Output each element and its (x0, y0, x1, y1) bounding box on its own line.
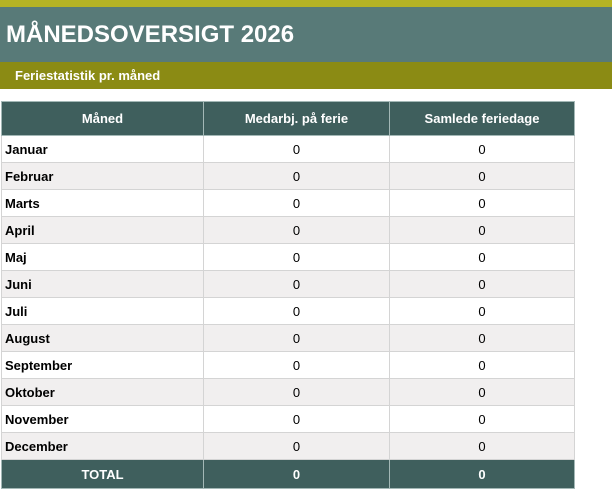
days-cell[interactable]: 0 (389, 216, 575, 244)
employees-cell[interactable]: 0 (203, 216, 390, 244)
table-row: December 0 0 (1, 432, 575, 460)
days-cell[interactable]: 0 (389, 405, 575, 433)
employees-cell[interactable]: 0 (203, 162, 390, 190)
column-header-days[interactable]: Samlede feriedage (389, 101, 575, 136)
days-cell[interactable]: 0 (389, 243, 575, 271)
employees-cell[interactable]: 0 (203, 270, 390, 298)
total-employees-cell[interactable]: 0 (203, 459, 390, 489)
top-accent-strip (0, 0, 612, 7)
total-row: TOTAL 0 0 (1, 459, 575, 489)
month-cell[interactable]: Januar (1, 135, 204, 163)
employees-cell[interactable]: 0 (203, 378, 390, 406)
month-cell[interactable]: Juli (1, 297, 204, 325)
total-days-cell[interactable]: 0 (389, 459, 575, 489)
days-cell[interactable]: 0 (389, 324, 575, 352)
month-cell[interactable]: Juni (1, 270, 204, 298)
employees-cell[interactable]: 0 (203, 189, 390, 217)
page-subtitle: Feriestatistik pr. måned (15, 68, 161, 83)
month-cell[interactable]: August (1, 324, 204, 352)
table-row: September 0 0 (1, 351, 575, 379)
days-cell[interactable]: 0 (389, 270, 575, 298)
employees-cell[interactable]: 0 (203, 405, 390, 433)
days-cell[interactable]: 0 (389, 135, 575, 163)
days-cell[interactable]: 0 (389, 378, 575, 406)
page-title: MÅNEDSOVERSIGT 2026 (6, 21, 295, 48)
employees-cell[interactable]: 0 (203, 243, 390, 271)
table-row: Maj 0 0 (1, 243, 575, 271)
table-row: Februar 0 0 (1, 162, 575, 190)
employees-cell[interactable]: 0 (203, 324, 390, 352)
table-row: Juli 0 0 (1, 297, 575, 325)
monthly-stats-table: Måned Medarbj. på ferie Samlede feriedag… (1, 101, 575, 489)
month-cell[interactable]: Maj (1, 243, 204, 271)
table-row: Juni 0 0 (1, 270, 575, 298)
days-cell[interactable]: 0 (389, 162, 575, 190)
table-header-row: Måned Medarbj. på ferie Samlede feriedag… (1, 101, 575, 136)
title-bar (0, 7, 612, 62)
month-cell[interactable]: December (1, 432, 204, 460)
table-row: Marts 0 0 (1, 189, 575, 217)
month-cell[interactable]: Februar (1, 162, 204, 190)
column-header-month[interactable]: Måned (1, 101, 204, 136)
table-row: November 0 0 (1, 405, 575, 433)
days-cell[interactable]: 0 (389, 297, 575, 325)
table-row: April 0 0 (1, 216, 575, 244)
column-header-employees[interactable]: Medarbj. på ferie (203, 101, 390, 136)
month-cell[interactable]: April (1, 216, 204, 244)
total-label-cell[interactable]: TOTAL (1, 459, 204, 489)
employees-cell[interactable]: 0 (203, 297, 390, 325)
days-cell[interactable]: 0 (389, 189, 575, 217)
table-row: Januar 0 0 (1, 135, 575, 163)
subtitle-bar (0, 62, 612, 89)
month-cell[interactable]: September (1, 351, 204, 379)
employees-cell[interactable]: 0 (203, 351, 390, 379)
table-row: Oktober 0 0 (1, 378, 575, 406)
month-cell[interactable]: Marts (1, 189, 204, 217)
table-row: August 0 0 (1, 324, 575, 352)
month-cell[interactable]: November (1, 405, 204, 433)
days-cell[interactable]: 0 (389, 351, 575, 379)
month-cell[interactable]: Oktober (1, 378, 204, 406)
employees-cell[interactable]: 0 (203, 432, 390, 460)
days-cell[interactable]: 0 (389, 432, 575, 460)
employees-cell[interactable]: 0 (203, 135, 390, 163)
